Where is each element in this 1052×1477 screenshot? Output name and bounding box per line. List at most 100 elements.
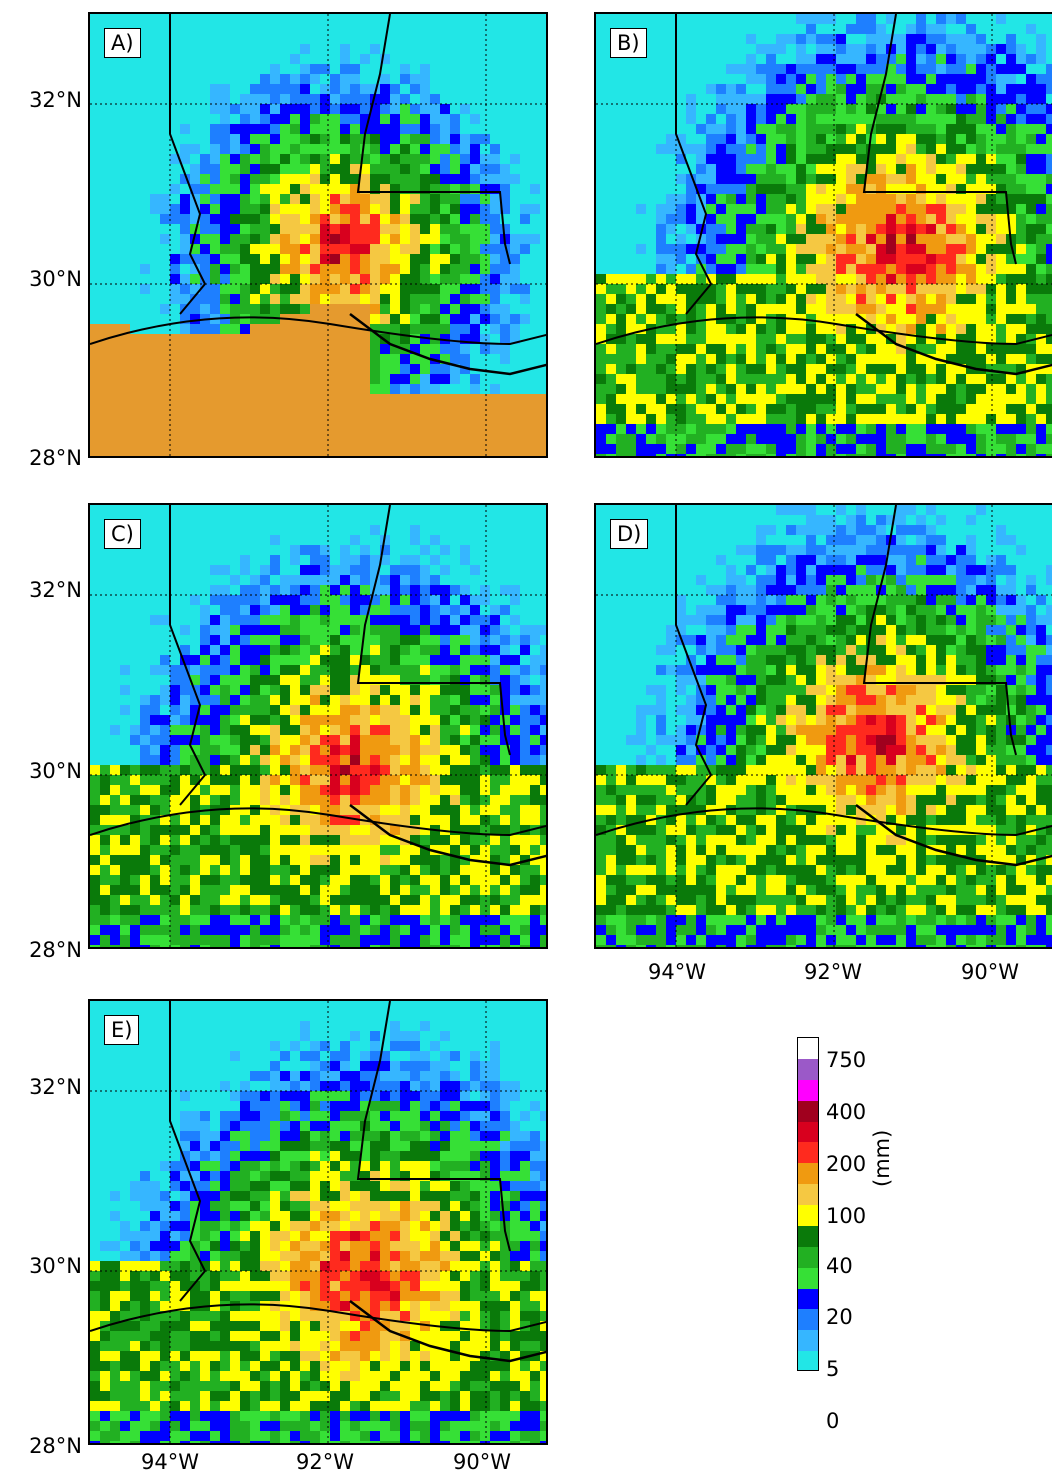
precip-cell [220, 675, 230, 685]
precip-cell [490, 234, 500, 244]
precip-cell [120, 164, 130, 174]
precip-cell [686, 404, 696, 414]
precip-cell [350, 154, 360, 164]
precip-cell [806, 154, 816, 164]
precip-cell [746, 24, 756, 34]
precip-cell [666, 324, 676, 334]
precip-cell [280, 615, 290, 625]
precip-cell [230, 94, 240, 104]
precip-cell [786, 394, 796, 404]
precip-cell [240, 194, 250, 204]
precip-cell [956, 174, 966, 184]
precip-cell [400, 655, 410, 665]
precip-cell [190, 725, 200, 735]
precip-cell [270, 234, 280, 244]
precip-cell [320, 214, 330, 224]
precip-cell [896, 434, 906, 444]
precip-cell [160, 605, 170, 615]
precip-cell [1016, 334, 1026, 344]
precip-cell [220, 665, 230, 675]
precip-cell [906, 84, 916, 94]
precip-cell [210, 545, 220, 555]
precip-cell [410, 374, 420, 384]
precip-cell [806, 354, 816, 364]
precip-cell [130, 224, 140, 234]
precip-cell [150, 94, 160, 104]
precip-cell [400, 194, 410, 204]
precip-cell [430, 525, 440, 535]
precip-cell [450, 284, 460, 294]
precip-cell [616, 184, 626, 194]
precip-cell [310, 665, 320, 675]
precip-cell [530, 234, 540, 244]
precip-cell [380, 54, 390, 64]
precip-cell [1036, 44, 1046, 54]
precip-cell [240, 34, 250, 44]
precip-cell [636, 124, 646, 134]
precip-cell [400, 164, 410, 174]
precip-cell [460, 585, 470, 595]
precip-cell [530, 214, 540, 224]
precip-cell [896, 414, 906, 424]
precip-cell [936, 54, 946, 64]
precip-cell [230, 244, 240, 254]
precip-cell [360, 615, 370, 625]
precip-cell [110, 565, 120, 575]
precip-cell [320, 665, 330, 675]
precip-cell [896, 194, 906, 204]
precip-cell [430, 755, 440, 765]
precip-cell [846, 394, 856, 404]
precip-cell [180, 224, 190, 234]
precip-cell [200, 575, 210, 585]
precip-cell [460, 334, 470, 344]
precip-cell [996, 434, 1006, 444]
precip-cell [956, 404, 966, 414]
precip-cell [460, 194, 470, 204]
precip-cell [856, 134, 866, 144]
precip-cell [250, 635, 260, 645]
precip-cell [330, 34, 340, 44]
precip-cell [430, 154, 440, 164]
precip-cell [796, 84, 806, 94]
precip-cell [736, 104, 746, 114]
precip-cell [260, 314, 270, 324]
precip-cell [490, 715, 500, 725]
precip-cell [480, 84, 490, 94]
precip-cell [250, 735, 260, 745]
precip-cell [380, 585, 390, 595]
precip-cell [480, 94, 490, 104]
precip-cell [1006, 134, 1016, 144]
precip-cell [190, 635, 200, 645]
precip-cell [320, 505, 330, 515]
precip-cell [450, 274, 460, 284]
precip-cell [320, 74, 330, 84]
precip-cell [976, 24, 986, 34]
precip-cell [170, 174, 180, 184]
precip-cell [876, 444, 886, 454]
precip-cell [230, 775, 240, 785]
precip-cell [350, 264, 360, 274]
precip-cell [280, 655, 290, 665]
precip-cell [956, 34, 966, 44]
precip-cell [826, 174, 836, 184]
precip-cell [250, 94, 260, 104]
precip-cell [916, 164, 926, 174]
precip-cell [270, 124, 280, 134]
precip-cell [360, 154, 370, 164]
precip-cell [200, 214, 210, 224]
precip-cell [270, 745, 280, 755]
precip-cell [400, 154, 410, 164]
precip-cell [480, 254, 490, 264]
precip-cell [350, 24, 360, 34]
precip-cell [1016, 204, 1026, 214]
precip-cell [490, 294, 500, 304]
precip-cell [1046, 274, 1052, 284]
precip-cell [290, 665, 300, 675]
precip-cell [440, 635, 450, 645]
precip-cell [726, 434, 736, 444]
precip-cell [786, 354, 796, 364]
precip-cell [676, 424, 686, 434]
precip-cell [150, 625, 160, 635]
precip-cell [530, 334, 540, 344]
precip-cell [1036, 224, 1046, 234]
